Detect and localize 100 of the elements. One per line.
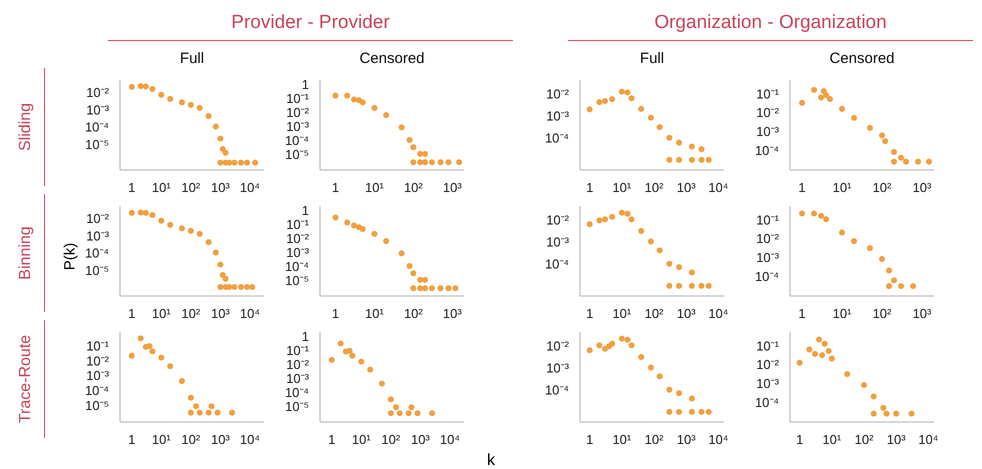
x-tick-label: 10³ xyxy=(676,180,696,195)
x-tick-label: 10² xyxy=(404,180,424,195)
x-tick-label: 10² xyxy=(404,306,424,321)
x-tick-label: 10² xyxy=(872,306,892,321)
x-tick-label: 10² xyxy=(181,306,201,321)
x-tick-label: 1 xyxy=(328,432,336,447)
x-tick-label: 10² xyxy=(181,432,201,447)
x-tick-label: 10¹ xyxy=(612,432,632,447)
y-tick-label: 10⁻⁵ xyxy=(285,146,309,162)
y-tick-label: 10⁻¹ xyxy=(756,338,780,354)
x-tick-label: 10³ xyxy=(676,306,696,321)
x-tick-label: 1 xyxy=(332,180,340,195)
x-tick-label: 10² xyxy=(854,432,874,447)
y-tick-label: 10⁻³ xyxy=(756,124,780,140)
y-tick-label: 10⁻² xyxy=(546,86,570,102)
y-tick-label: 10⁻³ xyxy=(86,368,110,384)
y-tick-label: 10⁻⁴ xyxy=(284,384,309,400)
chart-title: Full xyxy=(178,50,206,67)
y-tick-label: 10⁻⁴ xyxy=(544,130,569,146)
x-tick-label: 1 xyxy=(128,180,136,195)
y-tick-label: 10⁻² xyxy=(756,231,780,246)
y-tick-label: 10⁻¹ xyxy=(286,217,310,232)
x-tick-label: 10¹ xyxy=(365,180,384,195)
x-tick-label: 10³ xyxy=(210,306,230,321)
y-tick-label: 10⁻⁵ xyxy=(85,262,109,278)
y-tick-label: 10⁻⁴ xyxy=(544,256,569,272)
y-tick-label: 10⁻¹ xyxy=(756,212,780,228)
x-tick-label: 10¹ xyxy=(832,306,852,321)
x-tick-label: 10¹ xyxy=(832,180,852,195)
y-tick-label: 10⁻⁴ xyxy=(754,395,779,410)
x-tick-label: 1 xyxy=(128,306,136,321)
y-tick-label: 10⁻⁵ xyxy=(85,136,109,152)
y-tick-label: 10⁻² xyxy=(756,357,780,372)
y-tick-label: 10⁻⁵ xyxy=(85,398,109,413)
x-tick-label: 1 xyxy=(798,180,806,195)
x-tick-label: 10¹ xyxy=(612,180,632,195)
chart-title: Censored xyxy=(358,50,426,67)
x-tick-label: 10¹ xyxy=(152,432,172,447)
x-tick-label: 10⁴ xyxy=(240,432,260,447)
x-tick-label: 10⁴ xyxy=(440,432,460,447)
y-tick-label: 10⁻² xyxy=(286,105,310,120)
y-tick-label: 10⁻³ xyxy=(756,376,780,392)
text: Provider - Provider xyxy=(108,12,513,41)
y-tick-label: 10⁻⁵ xyxy=(285,398,309,414)
x-tick-label: 10³ xyxy=(676,432,696,447)
x-tick-label: 10⁴ xyxy=(708,306,728,321)
y-tick-label: 1 xyxy=(302,329,309,344)
x-tick-label: 10¹ xyxy=(152,180,172,195)
x-axis-title: k xyxy=(486,452,496,469)
y-tick-label: 10⁻³ xyxy=(286,119,310,134)
x-tick-label: 10¹ xyxy=(152,306,172,321)
y-tick-label: 10⁻² xyxy=(756,105,780,120)
y-tick-label: 10⁻³ xyxy=(86,102,110,118)
y-tick-label: 10⁻³ xyxy=(546,108,570,124)
x-tick-label: 10³ xyxy=(210,432,230,447)
y-tick-label: 10⁻¹ xyxy=(286,91,310,106)
y-tick-label: 10⁻¹ xyxy=(756,86,780,102)
y-axis-title: P(k) xyxy=(61,242,78,270)
x-tick-label: 10² xyxy=(381,432,401,447)
y-tick-label: 10⁻⁴ xyxy=(84,382,109,398)
y-tick-label: 10⁻⁵ xyxy=(285,272,309,288)
y-tick-label: 10⁻⁴ xyxy=(84,246,109,261)
y-tick-label: 10⁻² xyxy=(286,357,310,372)
x-tick-label: 10¹ xyxy=(365,306,384,321)
y-tick-label: 10⁻¹ xyxy=(86,338,110,354)
text: Trace-Route xyxy=(17,334,35,424)
y-tick-label: 10⁻⁴ xyxy=(284,132,309,148)
y-tick-label: 10⁻³ xyxy=(546,360,570,376)
x-tick-label: 10² xyxy=(644,432,664,447)
x-tick-label: 10² xyxy=(181,180,201,195)
x-tick-label: 1 xyxy=(586,180,594,195)
y-tick-label: 10⁻² xyxy=(546,338,570,354)
x-tick-label: 1 xyxy=(586,306,594,321)
x-tick-label: 1 xyxy=(798,306,806,321)
text: Organization - Organization xyxy=(568,12,973,41)
y-tick-label: 10⁻⁴ xyxy=(754,269,779,284)
x-tick-label: 10² xyxy=(644,306,664,321)
x-tick-label: 1 xyxy=(586,432,594,447)
y-tick-label: 10⁻⁴ xyxy=(754,143,779,158)
x-tick-label: 10² xyxy=(872,180,892,195)
x-tick-label: 10³ xyxy=(912,306,932,321)
y-tick-label: 10⁻³ xyxy=(286,371,310,386)
x-tick-label: 10³ xyxy=(886,432,906,447)
y-tick-label: 10⁻³ xyxy=(86,228,110,244)
y-tick-label: 10⁻² xyxy=(86,211,110,226)
y-tick-label: 10⁻⁴ xyxy=(544,382,569,398)
y-tick-label: 10⁻⁴ xyxy=(84,120,109,135)
x-tick-label: 10⁴ xyxy=(708,180,728,195)
y-tick-label: 10⁻¹ xyxy=(286,343,310,358)
chart-title: Censored xyxy=(828,50,896,67)
x-tick-label: 1 xyxy=(128,432,136,447)
y-tick-label: 10⁻⁴ xyxy=(284,258,309,274)
y-tick-label: 10⁻³ xyxy=(756,250,780,266)
x-tick-label: 1 xyxy=(796,432,804,447)
chart-title: Full xyxy=(638,50,666,67)
text: Binning xyxy=(17,226,35,280)
x-tick-label: 10² xyxy=(644,180,664,195)
y-tick-label: 10⁻² xyxy=(86,85,110,100)
y-tick-label: 10⁻³ xyxy=(546,234,570,250)
y-tick-label: 10⁻² xyxy=(286,231,310,246)
